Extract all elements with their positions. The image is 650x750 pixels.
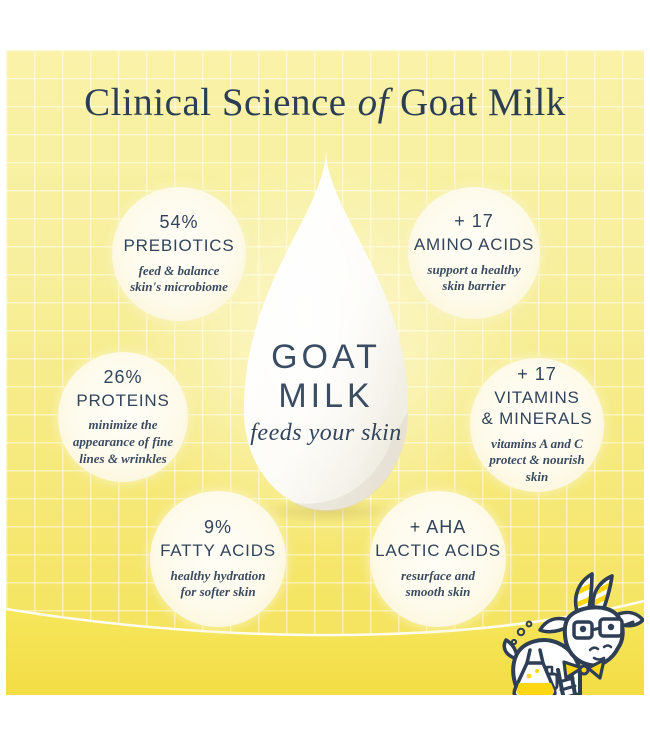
page-title: Clinical Science of Goat Milk — [6, 80, 644, 125]
goat-muzzle — [588, 644, 613, 661]
bubble-value: + 17 — [454, 211, 494, 231]
bubble-heading: PROTEINS — [76, 390, 170, 410]
bubble-desc: minimize the appearance of fine lines & … — [72, 417, 174, 466]
bubble-desc: feed & balance skin's microbiome — [130, 262, 228, 295]
bubble-vitamins-minerals: + 17 VITAMINS & MINERALS vitamins A and … — [470, 358, 604, 492]
drop-caption: GOAT MILK feeds your skin — [232, 338, 420, 447]
bubble-value: + 17 — [517, 364, 557, 385]
bubble-fatty-acids: 9% FATTY ACIDS healthy hydration for sof… — [150, 491, 286, 627]
bubble-desc: resurface and smooth skin — [400, 567, 476, 600]
title-part1: Clinical Science — [84, 81, 347, 124]
bubble-amino-acids: + 17 AMINO ACIDS support a healthy skin … — [408, 187, 540, 319]
bubble-heading: FATTY ACIDS — [160, 541, 276, 560]
bubble-value: 9% — [203, 517, 232, 537]
bow-tie-icon — [562, 658, 606, 680]
flask-icon — [512, 648, 557, 695]
bubble-prebiotics: 54% PREBIOTICS feed & balance skin's mic… — [112, 187, 246, 321]
bubble-value: + AHA — [409, 517, 467, 537]
title-part3: Goat Milk — [399, 81, 566, 124]
bubble-value: 26% — [103, 366, 143, 387]
glasses-icon — [572, 617, 635, 640]
bubble-heading: VITAMINS & MINERALS — [481, 388, 593, 429]
goat-scientist-flask-icon — [502, 572, 644, 695]
drop-name-line2: MILK — [278, 376, 374, 415]
bubble-desc: support a healthy skin barrier — [427, 261, 521, 294]
bubble-heading: LACTIC ACIDS — [375, 541, 501, 560]
bubble-desc: healthy hydration for softer skin — [170, 567, 266, 600]
bubble-value: 54% — [159, 212, 199, 232]
bubble-heading: PREBIOTICS — [123, 236, 235, 255]
bubble-proteins: 26% PROTEINS minimize the appearance of … — [58, 352, 188, 482]
bubble-heading: AMINO ACIDS — [413, 235, 535, 254]
bubble-desc: vitamins A and C protect & nourish skin — [489, 435, 585, 485]
drop-tagline: feeds your skin — [250, 419, 402, 446]
yellow-grid-panel: Clinical Science of Goat Milk — [6, 50, 644, 695]
milk-drop-icon — [243, 151, 409, 512]
bubble-lactic-acids: + AHA LACTIC ACIDS resurface and smooth … — [370, 491, 506, 627]
drop-name-line1: GOAT — [271, 338, 381, 376]
flask-bubbles-icon — [510, 620, 533, 646]
title-part2-italic: of — [357, 81, 389, 124]
